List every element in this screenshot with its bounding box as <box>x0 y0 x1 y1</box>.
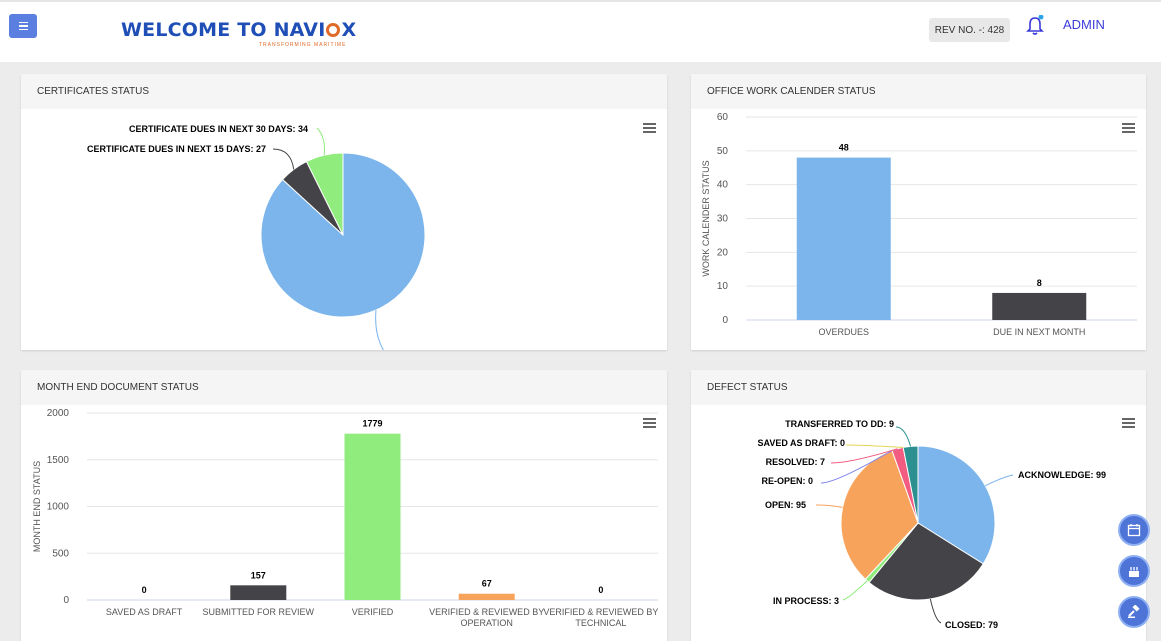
revision-badge: REV NO. -: 428 <box>929 18 1010 42</box>
chart-menu-icon[interactable] <box>1122 418 1135 428</box>
x-tick-label: OVERDUES <box>818 327 869 337</box>
y-axis-label: WORK CALENDER STATUS <box>701 160 711 276</box>
x-tick-label: OPERATION <box>461 618 513 628</box>
bell-icon[interactable] <box>1025 14 1045 37</box>
chart-menu-icon[interactable] <box>643 123 656 133</box>
month-end-bar-chart: 0 500 1000 1500 2000 MONTH END STATUS 0 SAVED A… <box>32 408 658 628</box>
pie-slice <box>868 522 984 601</box>
bar <box>344 433 401 600</box>
x-tick-label: VERIFIED & REVIEWED BY <box>543 607 658 617</box>
pie-slice <box>917 445 996 565</box>
data-label: CERTIFICATE DUES IN NEXT 15 DAYS: 27 <box>87 144 266 154</box>
connector-line <box>895 426 912 447</box>
data-label: SAVED AS DRAFT: 0 <box>757 438 845 448</box>
bar <box>992 292 1087 320</box>
gavel-fab-button[interactable] <box>1118 596 1150 628</box>
data-label: 8 <box>1037 278 1042 288</box>
data-label: 67 <box>482 579 492 589</box>
hamburger-menu-icon <box>18 21 28 31</box>
connector-line <box>375 310 385 350</box>
connector-line <box>929 598 942 624</box>
connector-line <box>985 474 1014 487</box>
data-label: ACKNOWLEDGE: 99 <box>1018 470 1106 480</box>
panel-title: MONTH END DOCUMENT STATUS <box>21 370 667 405</box>
chart-menu-icon[interactable] <box>643 418 656 428</box>
bar <box>796 157 891 320</box>
data-label: TRANSFERRED TO DD: 9 <box>785 419 894 429</box>
connector-line <box>820 450 893 484</box>
top-bar: WELCOME TO NAVI X TRANSFORMING MARITIME R… <box>0 0 1161 62</box>
y-tick-label: 60 <box>717 112 729 123</box>
y-tick-label: 2000 <box>47 408 70 419</box>
x-tick-label: VERIFIED & REVIEWED BY <box>429 607 544 617</box>
user-menu[interactable]: ADMIN <box>1063 17 1105 32</box>
data-label: OPEN: 95 <box>765 500 806 510</box>
office-work-calendar-panel: OFFICE WORK CALENDER STATUS 0 10 20 30 40 50 6… <box>691 74 1146 350</box>
y-tick-label: 500 <box>52 548 69 559</box>
panel-title: OFFICE WORK CALENDER STATUS <box>691 74 1146 109</box>
y-tick-label: 0 <box>722 315 728 326</box>
connector-line <box>830 448 898 464</box>
cake-icon <box>1129 567 1139 577</box>
y-axis-label: MONTH END STATUS <box>32 461 42 552</box>
y-tick-label: 30 <box>717 214 729 225</box>
defect-pie-chart: ACKNOWLEDGE: 99 CLOSED: 79 IN PROCESS: 3 OP… <box>757 419 1106 630</box>
connector-line <box>842 580 868 601</box>
data-label: 48 <box>839 143 849 153</box>
y-tick-label: 10 <box>717 281 729 292</box>
data-label: 157 <box>251 570 266 580</box>
data-label: CLOSED: 79 <box>945 620 998 630</box>
panel-title: DEFECT STATUS <box>691 370 1146 405</box>
x-tick-label: VERIFIED <box>352 607 394 617</box>
ship-wheel-icon <box>326 23 341 37</box>
data-label: 1779 <box>362 419 382 429</box>
x-tick-label: TECHNICAL <box>575 618 626 628</box>
x-tick-label: SUBMITTED FOR REVIEW <box>203 607 315 617</box>
certificates-pie-chart: CERTIFICATE OVER DUES: 402CERTIFICATE DU… <box>87 124 426 350</box>
data-label: IN PROCESS: 3 <box>773 596 839 606</box>
bar <box>230 585 287 600</box>
y-tick-label: 20 <box>717 247 729 258</box>
connector-line <box>272 148 295 170</box>
month-end-document-panel: MONTH END DOCUMENT STATUS 0 500 1000 1500 20… <box>21 370 667 641</box>
connector-line <box>845 444 904 448</box>
data-label: RESOLVED: 7 <box>766 457 825 467</box>
logo-tagline: TRANSFORMING MARITIME <box>259 42 347 48</box>
x-tick-label: DUE IN NEXT MONTH <box>993 327 1085 337</box>
chart-menu-icon[interactable] <box>1122 123 1135 133</box>
birthday-fab-button[interactable] <box>1118 555 1150 587</box>
y-tick-label: 1000 <box>47 502 70 513</box>
data-label: CERTIFICATE DUES IN NEXT 30 DAYS: 34 <box>129 124 308 134</box>
defect-status-panel: DEFECT STATUS ACKNOWLEDGE: 99 CLOSED: 79 I… <box>691 370 1146 641</box>
data-label: RE-OPEN: 0 <box>761 476 813 486</box>
y-tick-label: 0 <box>63 595 69 606</box>
menu-toggle-button[interactable] <box>9 14 37 38</box>
gavel-icon <box>1128 605 1140 618</box>
data-label: 0 <box>142 585 147 595</box>
connector-line <box>316 127 326 156</box>
data-label: 0 <box>598 585 603 595</box>
y-tick-label: 1500 <box>47 455 70 466</box>
calendar-icon <box>1127 524 1141 537</box>
panel-title: CERTIFICATES STATUS <box>21 74 667 109</box>
bar <box>458 593 515 600</box>
connector-line <box>815 504 843 508</box>
x-tick-label: SAVED AS DRAFT <box>106 607 183 617</box>
office-bar-chart: 0 10 20 30 40 50 60 WORK CALENDER STATUS 48 OVERD… <box>701 112 1137 337</box>
certificates-status-panel: CERTIFICATES STATUS CERTIFICATE OVER DUE… <box>21 74 667 350</box>
y-tick-label: 40 <box>717 180 729 191</box>
y-tick-label: 50 <box>717 146 729 157</box>
app-logo: WELCOME TO NAVI X TRANSFORMING MARITIME <box>121 19 357 48</box>
calendar-fab-button[interactable] <box>1118 514 1150 546</box>
